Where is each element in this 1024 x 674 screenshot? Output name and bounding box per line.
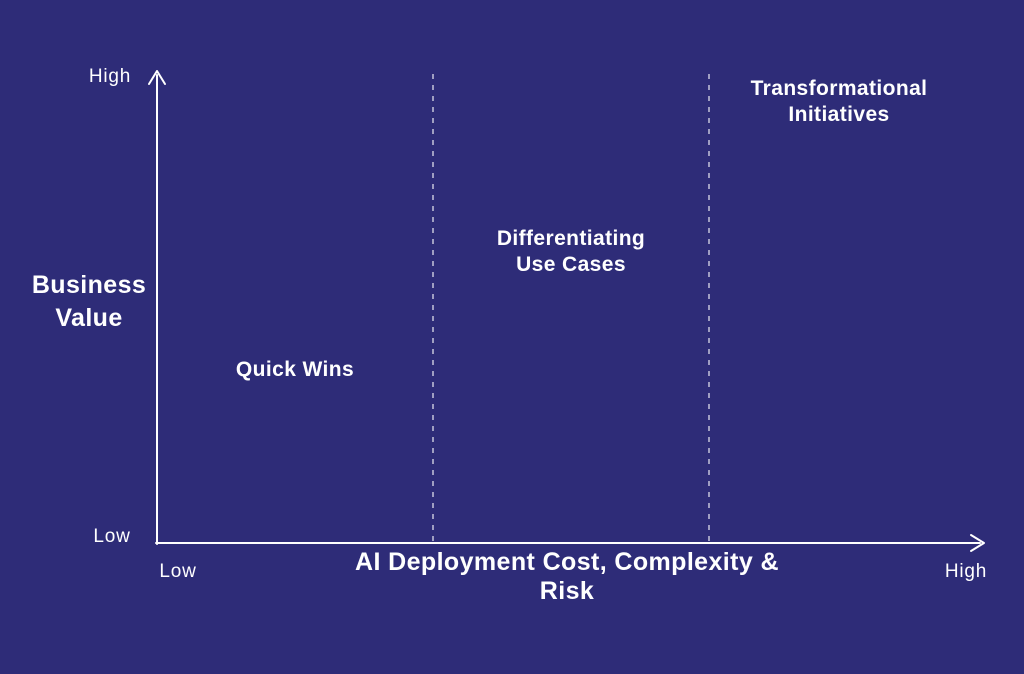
- zone-label-differentiating-use-cases: Differentiating Use Cases: [496, 227, 646, 276]
- x-axis-title: AI Deployment Cost, Complexity & Risk: [355, 548, 779, 605]
- x-axis-high-label: High: [944, 561, 988, 582]
- y-axis-low-label: Low: [93, 526, 131, 547]
- x-axis-arrow-icon: [970, 534, 985, 552]
- x-axis-low-label: Low: [159, 561, 197, 582]
- zone-label-transformational-initiatives: Transformational Initiatives: [750, 77, 928, 126]
- zone-label-quick-wins: Quick Wins: [235, 358, 355, 381]
- y-axis-arrow-icon: [148, 70, 166, 85]
- y-axis-title: Business Value: [31, 271, 147, 332]
- y-axis-high-label: High: [88, 66, 132, 87]
